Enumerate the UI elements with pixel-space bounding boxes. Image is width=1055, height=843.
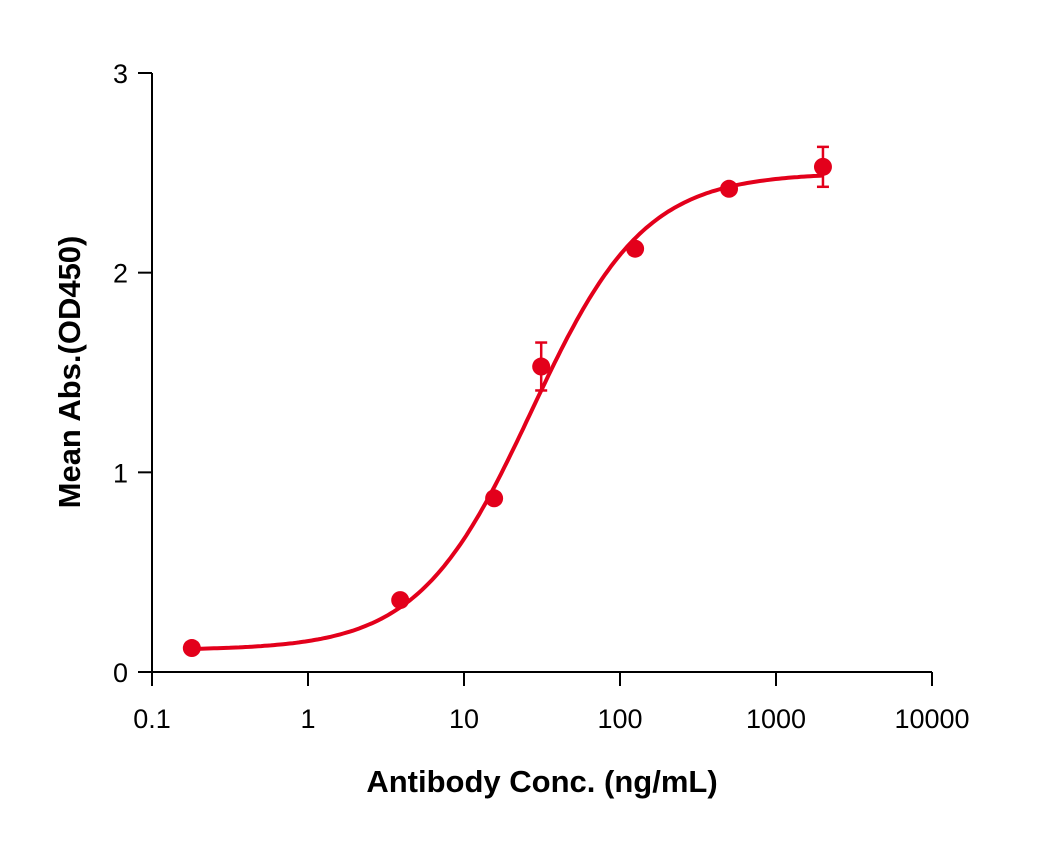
y-tick-label: 2 xyxy=(113,259,128,289)
data-point xyxy=(391,591,410,610)
data-point xyxy=(720,179,739,198)
y-tick-label: 1 xyxy=(113,458,128,488)
data-point xyxy=(485,489,504,508)
x-tick-label: 1000 xyxy=(746,704,806,734)
data-point xyxy=(813,157,832,176)
axes: 0.1 1 10 100 1000 10000 0 1 2 3 xyxy=(113,59,970,734)
x-tick-label: 1 xyxy=(300,704,315,734)
fit-curve xyxy=(191,173,824,651)
y-tick-label: 3 xyxy=(113,59,128,89)
x-tick-label: 10000 xyxy=(894,704,969,734)
data-point xyxy=(532,357,551,376)
fit-curve-group xyxy=(191,173,824,651)
x-tick-label: 100 xyxy=(597,704,642,734)
y-tick-label: 0 xyxy=(113,658,128,688)
data-point xyxy=(182,639,201,658)
x-tick-label: 10 xyxy=(449,704,479,734)
data-point xyxy=(626,239,645,258)
y-axis-title: Mean Abs.(OD450) xyxy=(52,236,87,509)
x-tick-label: 0.1 xyxy=(133,704,171,734)
data-points xyxy=(182,145,832,658)
x-axis-title: Antibody Conc. (ng/mL) xyxy=(366,764,717,799)
